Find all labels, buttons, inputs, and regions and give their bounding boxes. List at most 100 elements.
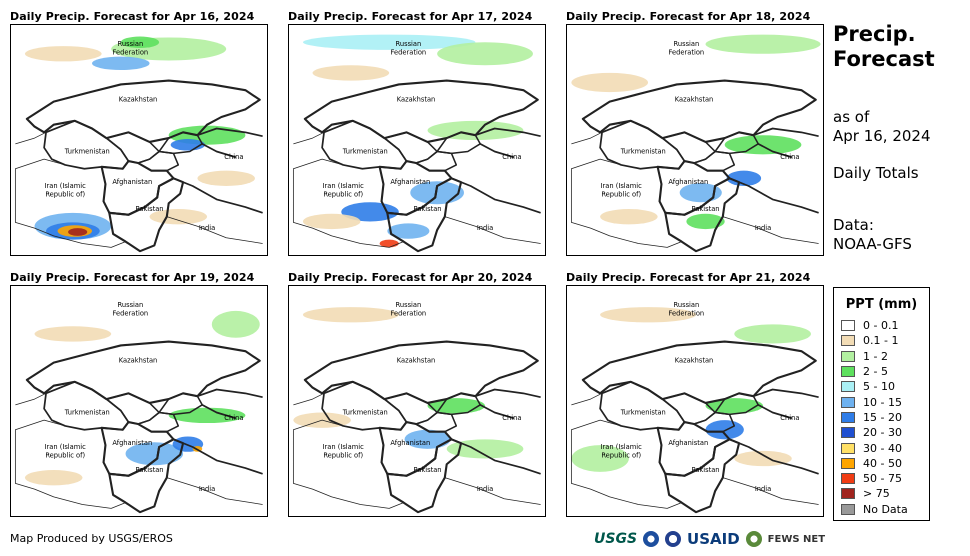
russia-label-line2: Federation — [391, 49, 427, 57]
precip-area — [726, 170, 762, 186]
kazakhstan-label: Kazakhstan — [397, 96, 436, 104]
forecast-map: Russian Federation Kazakhstan Turkmenistan C… — [288, 285, 546, 517]
country-border — [303, 340, 539, 404]
panel-title: Daily Precip. Forecast for Apr 19, 2024 — [10, 271, 255, 284]
precip-area — [446, 439, 524, 459]
precip-area — [705, 34, 821, 54]
forecast-title-line1: Precip. — [833, 22, 916, 46]
country-border — [137, 150, 180, 172]
precip-area — [437, 42, 533, 66]
pakistan-label: Pakistan — [692, 205, 720, 213]
russia-label-line1: Russian — [118, 40, 144, 48]
country-border — [15, 392, 263, 505]
iran-label-line2: Republic of) — [323, 191, 363, 199]
noaa-logo-icon — [643, 531, 660, 547]
legend-label: No Data — [863, 502, 908, 516]
russia-label-line1: Russian — [396, 40, 422, 48]
legend-item: 0 - 0.1 — [834, 318, 929, 333]
country-border — [451, 388, 541, 475]
forecast-map: Russian Federation Kazakhstan Turkmenistan C… — [10, 285, 268, 517]
pakistan-label: Pakistan — [414, 466, 442, 474]
legend-item: 40 - 50 — [834, 456, 929, 471]
country-border — [415, 411, 458, 433]
precip-area — [312, 65, 390, 81]
russia-label-line2: Federation — [113, 310, 149, 318]
legend-item: 0.1 - 1 — [834, 333, 929, 348]
country-border — [729, 388, 819, 475]
legend-label: 30 - 40 — [863, 441, 902, 455]
afghanistan-label: Afghanistan — [112, 439, 152, 447]
logo-strip: USGS USAID FEWS NET — [594, 527, 825, 551]
legend-swatch — [841, 366, 855, 378]
legend-swatch — [841, 503, 855, 515]
india-label: India — [199, 485, 215, 493]
india-label: India — [477, 224, 493, 232]
precip-area — [168, 407, 246, 424]
country-border — [571, 131, 819, 244]
russia-label-line2: Federation — [669, 49, 705, 57]
iran-label-line2: Republic of) — [323, 452, 363, 460]
russia-label-line2: Federation — [669, 310, 705, 318]
data-source-value: NOAA-GFS — [833, 235, 912, 253]
legend-item: 15 - 20 — [834, 410, 929, 425]
kazakhstan-label: Kazakhstan — [675, 357, 714, 365]
fews-logo-icon — [745, 531, 762, 547]
legend-swatch — [841, 473, 855, 485]
country-border — [14, 158, 126, 248]
panel-title: Daily Precip. Forecast for Apr 20, 2024 — [288, 271, 533, 284]
forecast-map: Russian Federation Kazakhstan Turkmenistan C… — [288, 24, 546, 256]
forecast-map: Russian Federation Kazakhstan Turkmenistan C… — [10, 24, 268, 256]
legend-item: 5 - 10 — [834, 379, 929, 394]
precip-area — [197, 170, 255, 186]
afghanistan-label: Afghanistan — [390, 439, 430, 447]
iran-label-line1: Iran (Islamic — [323, 443, 365, 451]
country-border — [158, 392, 204, 416]
country-border — [173, 388, 263, 475]
country-border — [173, 127, 263, 214]
precip-area — [571, 445, 629, 472]
as-of-value: Apr 16, 2024 — [833, 127, 931, 145]
country-border — [293, 392, 541, 505]
legend-swatch — [841, 457, 855, 469]
fews-net-logo: FEWS NET — [767, 533, 826, 545]
precip-area — [24, 470, 83, 486]
legend-label: 0.1 - 1 — [863, 334, 899, 348]
country-border — [570, 158, 682, 248]
country-border — [693, 150, 736, 172]
precip-area — [404, 429, 451, 449]
precip-area — [571, 72, 649, 93]
legend-swatch — [841, 488, 855, 500]
data-source: Data: NOAA-GFS — [833, 216, 912, 254]
usaid-logo: USAID — [687, 530, 740, 548]
russia-label-line2: Federation — [391, 310, 427, 318]
country-border — [436, 131, 482, 155]
afghanistan-label: Afghanistan — [390, 178, 430, 186]
country-border — [451, 127, 541, 214]
precip-area — [302, 213, 361, 230]
india-label: India — [477, 485, 493, 493]
as-of-date: as of Apr 16, 2024 — [833, 108, 931, 146]
russia-label-line1: Russian — [674, 301, 700, 309]
china-label: China — [502, 153, 521, 161]
legend-item: No Data — [834, 502, 929, 517]
precip-area — [734, 324, 811, 344]
china-label: China — [224, 153, 243, 161]
country-border — [386, 438, 463, 514]
legend-label: 1 - 2 — [863, 349, 888, 363]
legend-label: > 75 — [863, 487, 890, 501]
precip-area — [302, 307, 399, 323]
russia-label-line1: Russian — [118, 301, 144, 309]
india-label: India — [755, 224, 771, 232]
legend-item: 10 - 15 — [834, 394, 929, 409]
precip-area — [211, 310, 260, 338]
iran-label-line1: Iran (Islamic — [601, 182, 643, 190]
precip-area — [600, 209, 658, 225]
iran-label-line1: Iran (Islamic — [45, 443, 87, 451]
usgs-logo: USGS — [594, 531, 638, 547]
country-border — [570, 419, 682, 509]
